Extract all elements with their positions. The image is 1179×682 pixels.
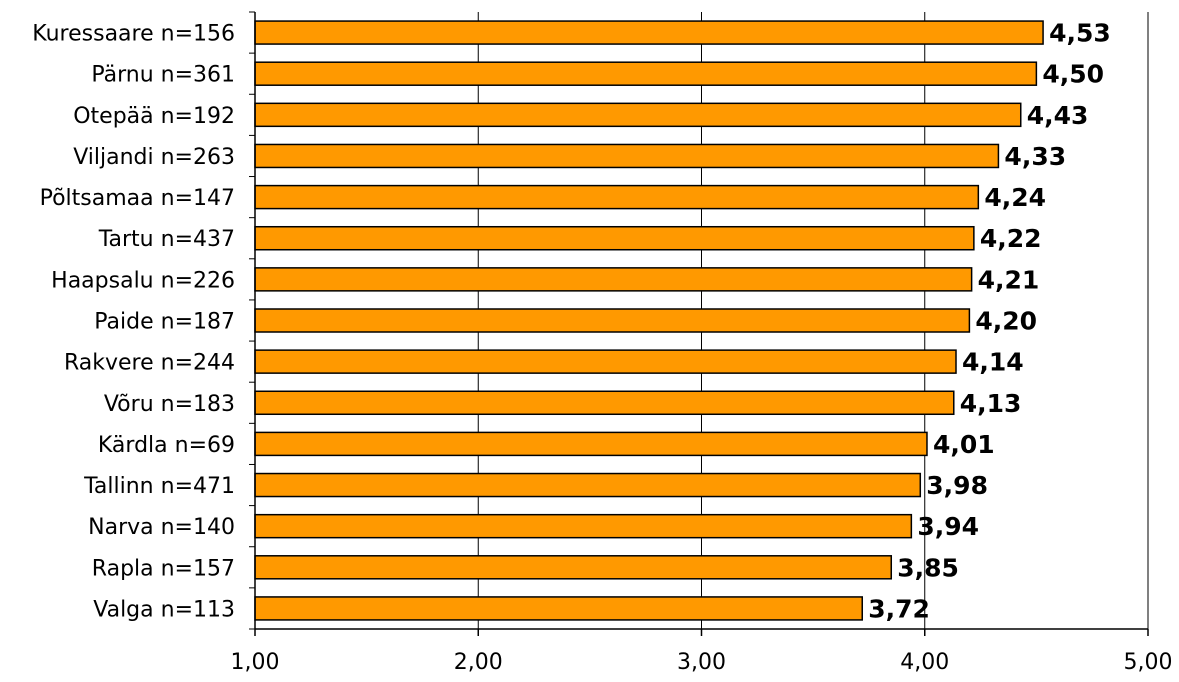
bar — [254, 555, 893, 580]
category-label: Rakvere n=244 — [64, 351, 235, 376]
bar — [254, 267, 973, 292]
category-label: Haapsalu n=226 — [51, 268, 235, 293]
bar — [254, 102, 1022, 128]
value-label: 4,33 — [1004, 142, 1066, 171]
value-label: 4,53 — [1049, 19, 1111, 48]
category-label: Narva n=140 — [88, 515, 235, 540]
category-label: Valga n=113 — [93, 597, 235, 622]
bar — [254, 61, 1038, 86]
bar — [254, 431, 928, 457]
category-label: Kuressaare n=156 — [32, 22, 235, 47]
bar — [254, 20, 1044, 45]
value-label: 4,14 — [962, 348, 1024, 377]
bar — [254, 143, 1000, 169]
category-label: Otepää n=192 — [73, 104, 235, 129]
value-labels: 4,53 4,50 4,43 4,33 4,24 4,22 4,21 4,20 4,14 4,13… — [868, 19, 1111, 624]
value-label: 3,72 — [868, 594, 930, 623]
bars — [254, 20, 1044, 621]
bar — [254, 349, 957, 374]
category-label: Rapla n=157 — [92, 556, 235, 581]
x-tick-label: 2,00 — [454, 650, 503, 675]
bar — [254, 308, 971, 333]
category-label: Tartu n=437 — [98, 227, 235, 252]
category-label: Kärdla n=69 — [98, 433, 235, 458]
category-labels: Kuressaare n=156 Pärnu n=361 Otepää n=192 V… — [32, 22, 235, 623]
bar — [254, 513, 913, 539]
bar — [254, 390, 955, 416]
value-label: 4,20 — [975, 307, 1037, 336]
value-label: 4,22 — [980, 224, 1042, 253]
x-tick-labels: 1,00 2,00 3,00 4,00 5,00 — [231, 650, 1173, 675]
x-tick-label: 5,00 — [1124, 650, 1173, 675]
category-label: Viljandi n=263 — [73, 145, 235, 170]
category-label: Tallinn n=471 — [83, 474, 235, 499]
x-tick-label: 4,00 — [900, 650, 949, 675]
bar — [254, 184, 980, 210]
x-tick-label: 1,00 — [231, 650, 280, 675]
bar — [254, 225, 975, 251]
value-label: 4,43 — [1027, 101, 1089, 130]
category-label: Pärnu n=361 — [91, 63, 235, 88]
value-label: 4,24 — [984, 183, 1046, 212]
bar — [254, 472, 922, 498]
axes — [249, 11, 1149, 636]
x-tick-label: 3,00 — [677, 650, 726, 675]
category-label: Võru n=183 — [104, 392, 235, 417]
value-label: 4,21 — [978, 265, 1040, 294]
value-label: 3,94 — [917, 512, 979, 541]
value-label: 4,50 — [1042, 60, 1104, 89]
value-label: 4,13 — [960, 389, 1022, 418]
category-label: Põltsamaa n=147 — [40, 186, 235, 211]
value-label: 3,85 — [897, 553, 959, 582]
bar — [254, 596, 863, 621]
value-label: 4,01 — [933, 430, 995, 459]
value-label: 3,98 — [926, 471, 988, 500]
category-label: Paide n=187 — [94, 310, 235, 335]
